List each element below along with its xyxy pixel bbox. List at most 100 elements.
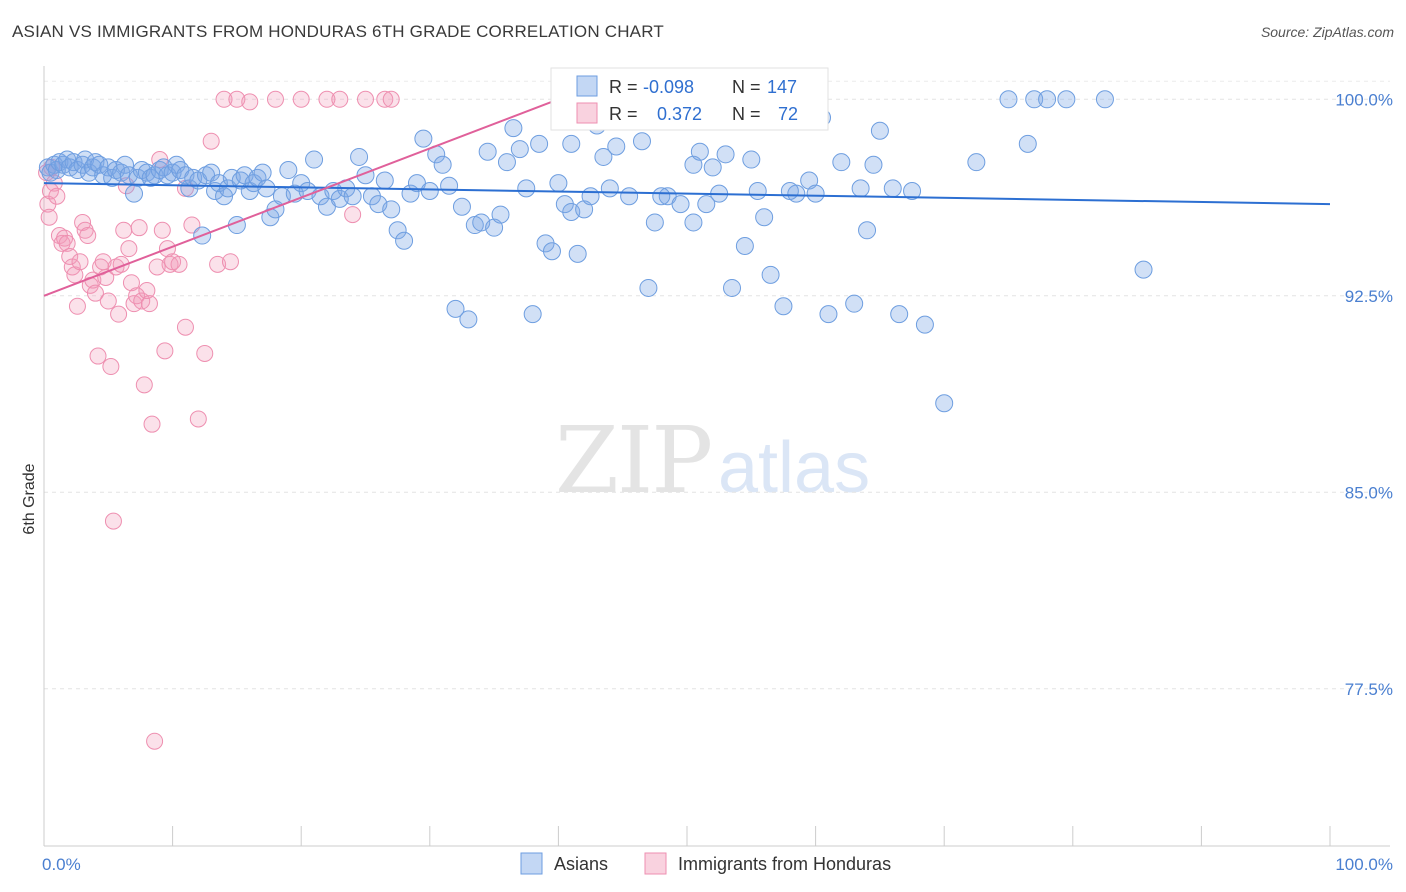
honduras-point bbox=[135, 376, 153, 394]
honduras-point bbox=[292, 90, 310, 108]
asian-point bbox=[806, 184, 825, 203]
asian-point bbox=[446, 299, 465, 318]
honduras-point bbox=[357, 90, 374, 108]
honduras-point bbox=[318, 90, 336, 108]
asian-point bbox=[568, 244, 587, 263]
honduras-point bbox=[130, 219, 148, 237]
asian-point bbox=[690, 142, 709, 161]
asians-series bbox=[38, 90, 1153, 413]
asian-point bbox=[999, 90, 1018, 109]
honduras-point bbox=[266, 90, 284, 108]
honduras-point bbox=[196, 344, 214, 362]
asian-point bbox=[497, 153, 516, 172]
honduras-point bbox=[79, 227, 97, 245]
legend-r-value-asians: -0.098 bbox=[643, 77, 694, 97]
honduras-point bbox=[156, 342, 174, 360]
honduras-point bbox=[61, 248, 79, 265]
asian-point bbox=[459, 310, 478, 329]
honduras-point bbox=[241, 93, 259, 111]
legend-r-label-honduras: R = bbox=[609, 104, 638, 124]
trend-lines bbox=[43, 98, 1331, 297]
honduras-point bbox=[146, 732, 164, 750]
asian-point bbox=[523, 305, 542, 324]
asian-point bbox=[350, 147, 369, 166]
honduras-point bbox=[58, 234, 76, 252]
honduras-point bbox=[115, 221, 133, 239]
honduras-point bbox=[170, 255, 188, 273]
y-axis-label: 6th Grade bbox=[21, 463, 38, 534]
asian-point bbox=[935, 394, 954, 413]
honduras-point bbox=[40, 208, 58, 226]
honduras-point bbox=[189, 410, 207, 428]
asian-point bbox=[452, 197, 471, 216]
asian-point bbox=[594, 147, 613, 166]
y-tick-label: 77.5% bbox=[1345, 680, 1393, 699]
asian-point bbox=[388, 221, 407, 240]
legend-swatch-asians bbox=[576, 75, 598, 97]
x-tick-label: 100.0% bbox=[1335, 855, 1393, 874]
asian-point bbox=[735, 237, 754, 256]
legend-n-value-honduras: 72 bbox=[778, 104, 798, 124]
asian-point bbox=[510, 140, 529, 159]
honduras-point bbox=[209, 255, 227, 273]
asian-point bbox=[305, 150, 324, 169]
honduras-point bbox=[138, 282, 156, 300]
asian-point bbox=[755, 208, 774, 227]
asian-point bbox=[145, 166, 164, 185]
honduras-point bbox=[331, 90, 349, 108]
asian-point bbox=[780, 182, 799, 200]
asian-point bbox=[903, 182, 922, 200]
asian-point bbox=[742, 150, 761, 169]
asian-point bbox=[257, 179, 276, 198]
honduras-point bbox=[382, 90, 400, 108]
bottom-legend-label-honduras: Immigrants from Honduras bbox=[678, 854, 891, 874]
asian-point bbox=[858, 221, 877, 240]
asian-point bbox=[703, 158, 722, 177]
asian-point bbox=[915, 315, 934, 334]
asian-point bbox=[1134, 260, 1153, 279]
asian-point bbox=[253, 163, 272, 182]
honduras-point bbox=[153, 221, 171, 239]
honduras-point bbox=[221, 253, 239, 271]
legend-swatch-honduras bbox=[576, 102, 598, 124]
asian-point bbox=[562, 134, 581, 153]
asian-point bbox=[504, 119, 523, 138]
legend-n-label-honduras: N = bbox=[732, 104, 761, 124]
asian-point bbox=[620, 187, 639, 206]
asian-point bbox=[800, 171, 819, 190]
asian-point bbox=[420, 182, 439, 200]
asian-point bbox=[716, 145, 735, 164]
honduras-point bbox=[110, 305, 128, 323]
asian-point bbox=[375, 171, 394, 190]
asian-point bbox=[632, 132, 651, 151]
honduras-point bbox=[99, 292, 117, 310]
honduras-point bbox=[107, 258, 125, 276]
honduras-point bbox=[344, 206, 362, 224]
bottom-legend-swatch-honduras bbox=[644, 852, 667, 875]
asian-point bbox=[414, 129, 433, 148]
asians-trend-line bbox=[43, 182, 1331, 206]
asian-point bbox=[68, 161, 87, 180]
legend-r-value-honduras: 0.372 bbox=[657, 104, 702, 124]
asian-point bbox=[575, 200, 594, 219]
honduras-point bbox=[176, 318, 194, 336]
asian-point bbox=[967, 153, 986, 172]
honduras-point bbox=[215, 90, 233, 108]
asian-point bbox=[343, 187, 362, 206]
honduras-point bbox=[120, 240, 138, 258]
legend-r-label-asians: R = bbox=[609, 77, 638, 97]
asian-point bbox=[774, 297, 793, 316]
asian-point bbox=[832, 153, 851, 172]
honduras-point bbox=[161, 255, 179, 273]
asian-point bbox=[116, 155, 135, 174]
honduras-point bbox=[48, 187, 66, 205]
asian-point bbox=[1057, 90, 1076, 109]
asian-point bbox=[851, 179, 870, 198]
asian-point bbox=[600, 179, 619, 198]
asian-point bbox=[845, 294, 864, 313]
honduras-point bbox=[183, 216, 201, 234]
asian-point bbox=[395, 231, 414, 250]
honduras-point bbox=[376, 90, 394, 108]
series-legend: Asians Immigrants from Honduras bbox=[520, 852, 891, 875]
honduras-point bbox=[143, 415, 161, 433]
